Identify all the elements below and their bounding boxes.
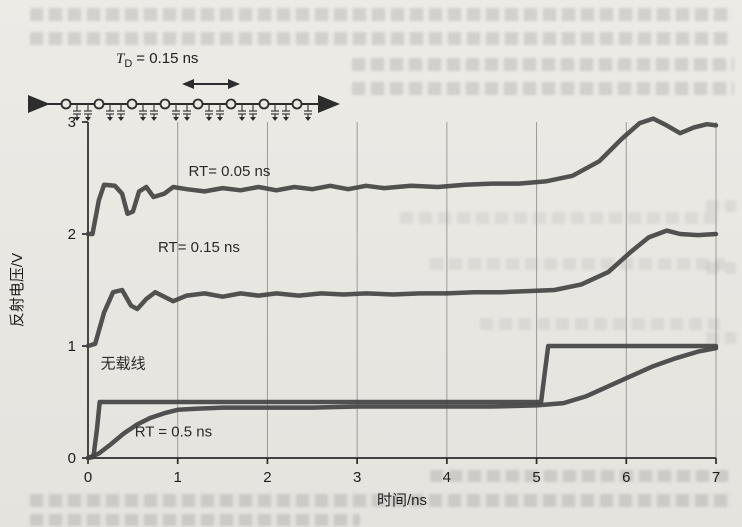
svg-text:6: 6 — [622, 469, 630, 486]
ghost-text — [30, 32, 732, 45]
svg-text:0: 0 — [84, 469, 92, 486]
ghost-text — [430, 470, 730, 482]
x-axis-title: 时间/ns — [377, 492, 427, 509]
ghost-text — [706, 262, 736, 274]
y-axis-title: 反射电压/V — [9, 253, 26, 327]
ghost-text — [480, 318, 720, 330]
delay-subscript: D — [124, 58, 133, 70]
series-label-rt-05: RT = 0.5 ns — [135, 424, 212, 441]
svg-text:3: 3 — [353, 469, 361, 486]
svg-text:1: 1 — [68, 338, 76, 355]
series-label-rt-005: RT= 0.05 ns — [189, 163, 271, 180]
ghost-text — [30, 8, 732, 21]
svg-text:1: 1 — [174, 469, 182, 486]
delay-label: TD = 0.15 ns — [116, 50, 198, 70]
lumped-load-line-drawing — [28, 79, 340, 121]
ghost-text — [400, 212, 720, 224]
ghost-text — [30, 494, 732, 507]
svg-text:0: 0 — [68, 450, 76, 467]
ghost-text — [352, 82, 734, 95]
ghost-text — [30, 514, 360, 526]
delay-symbol: T — [116, 51, 125, 67]
ghost-text — [430, 258, 725, 270]
series-label-unloaded-line: 无载线 — [101, 355, 146, 372]
svg-text:3: 3 — [68, 114, 76, 131]
chart-generated-layers: 0 1 2 3 4 5 6 7 0 1 2 3 — [68, 114, 721, 486]
transmission-line-schematic: TD = 0.15 ns — [24, 50, 346, 124]
series-label-rt-015: RT= 0.15 ns — [158, 239, 240, 256]
svg-text:5: 5 — [532, 469, 540, 486]
svg-text:4: 4 — [443, 469, 451, 486]
ghost-text — [706, 332, 736, 344]
delay-value: = 0.15 ns — [136, 50, 199, 67]
svg-text:7: 7 — [712, 469, 720, 486]
svg-text:2: 2 — [263, 469, 271, 486]
svg-text:2: 2 — [68, 226, 76, 243]
ghost-text — [706, 200, 736, 212]
ghost-text — [352, 58, 734, 71]
